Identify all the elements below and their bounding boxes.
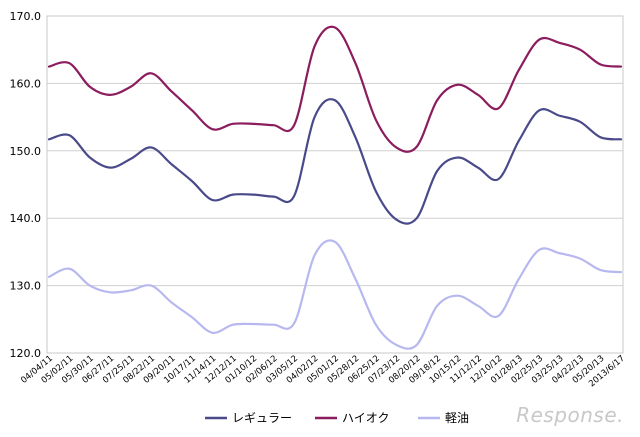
legend-label-1: レギュラー: [232, 411, 292, 425]
y-tick-label: 150.0: [10, 145, 42, 158]
series-line-3: [47, 239, 623, 350]
series-line-1: [47, 98, 623, 225]
y-tick-label: 170.0: [10, 10, 42, 23]
legend-label-2: ハイオク: [342, 411, 390, 425]
legend-label-3: 軽油: [445, 411, 469, 425]
y-tick-label: 140.0: [10, 212, 42, 225]
series-line-2: [47, 25, 623, 153]
y-axis: 120.0 130.0 140.0 150.0 160.0 170.0: [10, 10, 42, 360]
series-lines: [47, 25, 623, 350]
y-tick-label: 130.0: [10, 280, 42, 293]
y-tick-label: 120.0: [10, 347, 42, 360]
legend: レギュラー ハイオク 軽油: [205, 411, 469, 425]
watermark-logo: Response.: [516, 403, 624, 427]
plot-area-border: [46, 15, 624, 354]
y-tick-label: 160.0: [10, 77, 42, 90]
